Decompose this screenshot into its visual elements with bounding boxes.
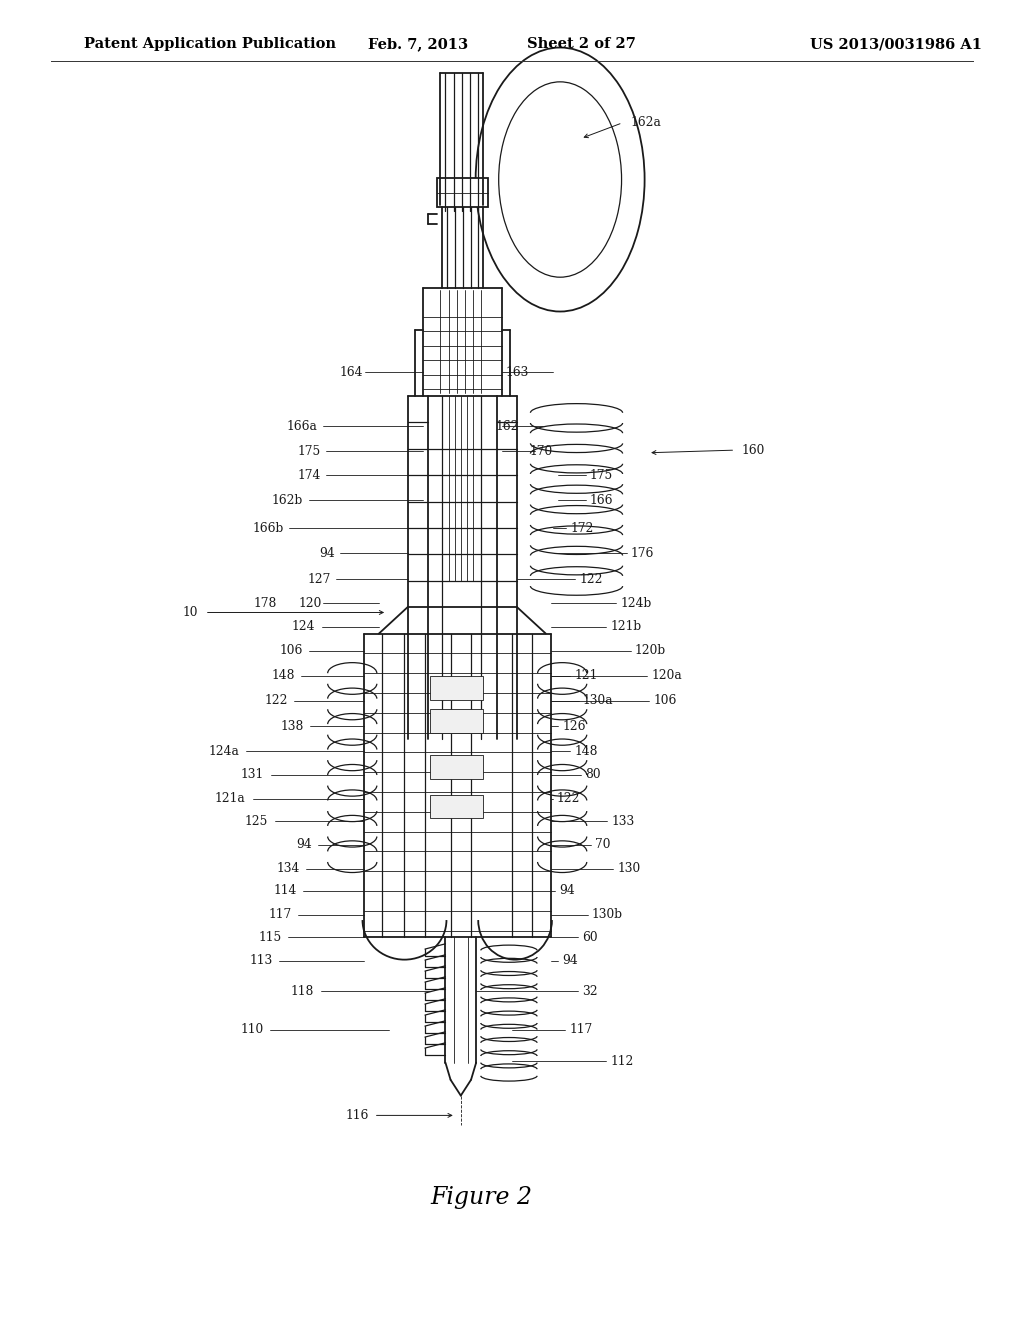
Text: Figure 2: Figure 2 <box>430 1185 532 1209</box>
Text: 121b: 121b <box>610 620 641 634</box>
Text: 130a: 130a <box>583 694 613 708</box>
Text: 32: 32 <box>582 985 597 998</box>
Text: Feb. 7, 2013: Feb. 7, 2013 <box>368 37 468 51</box>
Text: 115: 115 <box>258 931 282 944</box>
Text: 148: 148 <box>574 744 598 758</box>
Text: 121: 121 <box>574 669 598 682</box>
Text: 122: 122 <box>264 694 288 708</box>
Text: US 2013/0031986 A1: US 2013/0031986 A1 <box>810 37 982 51</box>
Text: 175: 175 <box>590 469 613 482</box>
Text: 124a: 124a <box>209 744 240 758</box>
Text: 117: 117 <box>569 1023 593 1036</box>
Text: 94: 94 <box>297 838 312 851</box>
Text: 164: 164 <box>340 366 364 379</box>
Text: 175: 175 <box>297 445 321 458</box>
FancyBboxPatch shape <box>430 709 483 733</box>
Text: 176: 176 <box>631 546 654 560</box>
Text: 127: 127 <box>307 573 331 586</box>
Text: 110: 110 <box>241 1023 264 1036</box>
Text: 122: 122 <box>580 573 603 586</box>
FancyBboxPatch shape <box>430 676 483 700</box>
Text: 138: 138 <box>281 719 304 733</box>
Text: 112: 112 <box>610 1055 634 1068</box>
Text: 10: 10 <box>182 606 198 619</box>
Text: 166a: 166a <box>287 420 317 433</box>
FancyBboxPatch shape <box>430 795 483 818</box>
Text: 106: 106 <box>653 694 677 708</box>
Text: 166: 166 <box>590 494 613 507</box>
Text: 134: 134 <box>276 862 300 875</box>
FancyBboxPatch shape <box>437 178 488 207</box>
Text: 172: 172 <box>570 521 594 535</box>
Text: 124b: 124b <box>621 597 652 610</box>
Text: Patent Application Publication: Patent Application Publication <box>84 37 336 51</box>
Text: 122: 122 <box>557 792 581 805</box>
Text: 116: 116 <box>345 1109 369 1122</box>
Text: 113: 113 <box>249 954 272 968</box>
Text: 126: 126 <box>562 719 586 733</box>
Text: 130b: 130b <box>592 908 623 921</box>
Text: 178: 178 <box>253 597 276 610</box>
Text: 114: 114 <box>273 884 297 898</box>
Text: 125: 125 <box>245 814 268 828</box>
Text: 94: 94 <box>319 546 335 560</box>
Text: 120: 120 <box>298 597 322 610</box>
Text: 80: 80 <box>585 768 600 781</box>
Text: 94: 94 <box>559 884 574 898</box>
Text: 118: 118 <box>291 985 314 998</box>
Text: 131: 131 <box>241 768 264 781</box>
Text: 60: 60 <box>582 931 597 944</box>
FancyBboxPatch shape <box>430 755 483 779</box>
Text: 106: 106 <box>280 644 303 657</box>
Text: 174: 174 <box>297 469 321 482</box>
Text: 160: 160 <box>741 444 765 457</box>
Text: 162: 162 <box>496 420 519 433</box>
Text: 121a: 121a <box>215 792 246 805</box>
Text: 120b: 120b <box>635 644 666 657</box>
Text: 170: 170 <box>529 445 553 458</box>
Text: 166b: 166b <box>252 521 284 535</box>
Text: 163: 163 <box>506 366 529 379</box>
Text: 117: 117 <box>268 908 292 921</box>
Text: Sheet 2 of 27: Sheet 2 of 27 <box>527 37 636 51</box>
Text: 148: 148 <box>271 669 295 682</box>
Text: 130: 130 <box>617 862 641 875</box>
Text: 70: 70 <box>595 838 610 851</box>
Text: 162a: 162a <box>631 116 662 129</box>
Text: 124: 124 <box>292 620 315 634</box>
Text: 94: 94 <box>562 954 578 968</box>
Text: 120a: 120a <box>651 669 682 682</box>
Text: 162b: 162b <box>271 494 303 507</box>
Text: 133: 133 <box>611 814 635 828</box>
